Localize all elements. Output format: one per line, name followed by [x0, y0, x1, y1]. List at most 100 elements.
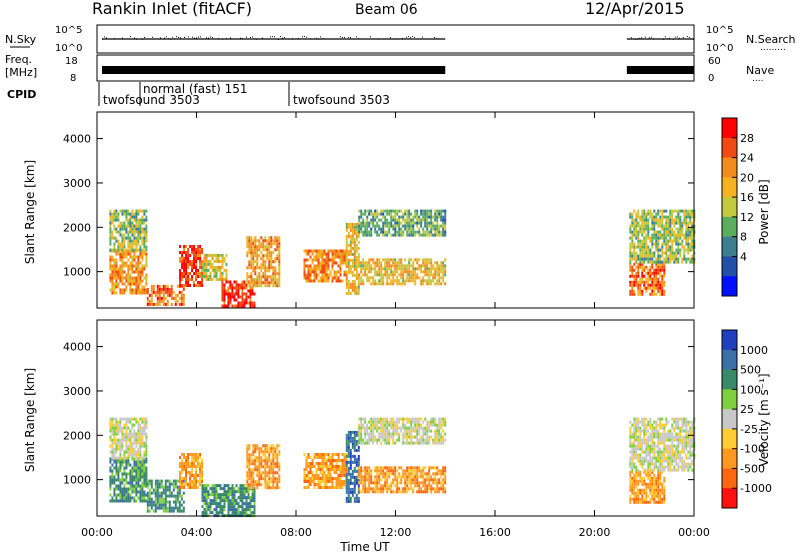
range-time-cell — [274, 239, 277, 243]
range-time-cell — [364, 227, 367, 231]
range-time-cell — [187, 266, 190, 269]
range-time-cell — [675, 260, 678, 264]
range-time-cell — [645, 224, 648, 228]
range-time-cell — [127, 209, 130, 213]
range-time-cell — [181, 260, 184, 263]
range-time-cell — [193, 453, 196, 456]
range-time-cell — [272, 480, 275, 484]
range-time-cell — [199, 257, 202, 260]
range-time-cell — [360, 472, 363, 476]
range-time-cell — [635, 254, 638, 258]
range-time-cell — [633, 245, 636, 249]
range-time-cell — [197, 456, 200, 459]
range-time-cell — [430, 423, 433, 427]
range-time-cell — [254, 450, 257, 454]
range-time-cell — [111, 456, 114, 460]
range-time-cell — [430, 233, 433, 237]
range-time-cell — [243, 484, 246, 488]
range-time-cell — [227, 490, 230, 494]
range-time-cell — [335, 270, 338, 274]
range-time-cell — [246, 444, 249, 448]
range-time-cell — [390, 221, 393, 225]
range-time-cell — [133, 288, 136, 292]
range-time-cell — [649, 485, 652, 489]
range-time-cell — [158, 482, 161, 486]
range-time-cell — [251, 292, 254, 296]
range-time-cell — [343, 459, 346, 462]
range-time-cell — [635, 438, 638, 442]
range-time-cell — [635, 423, 638, 427]
range-time-cell — [139, 460, 142, 464]
range-time-cell — [146, 506, 149, 510]
range-time-cell — [637, 420, 640, 424]
range-time-cell — [637, 497, 640, 501]
range-time-cell — [376, 438, 379, 442]
range-time-cell — [404, 282, 407, 286]
range-time-cell — [400, 209, 403, 213]
range-time-cell — [639, 447, 642, 451]
range-time-cell — [641, 242, 644, 246]
range-time-cell — [357, 291, 360, 295]
range-time-cell — [355, 225, 358, 229]
range-time-cell — [374, 487, 377, 491]
range-time-cell — [145, 239, 148, 243]
range-time-cell — [360, 276, 363, 280]
range-time-cell — [388, 435, 391, 439]
range-time-cell — [396, 264, 399, 268]
range-time-cell — [631, 212, 634, 216]
range-time-cell — [111, 282, 114, 286]
range-time-cell — [243, 292, 246, 296]
range-time-cell — [633, 447, 636, 451]
range-time-cell — [384, 432, 387, 436]
range-time-cell — [663, 485, 666, 489]
range-time-cell — [225, 289, 228, 293]
range-time-cell — [203, 490, 206, 494]
range-time-cell — [309, 249, 312, 253]
range-time-cell — [641, 227, 644, 231]
range-time-cell — [199, 477, 202, 480]
range-time-cell — [193, 480, 196, 483]
range-time-cell — [191, 486, 194, 489]
range-time-cell — [195, 453, 198, 456]
range-time-cell — [406, 218, 409, 222]
range-time-cell — [233, 508, 236, 512]
range-time-cell — [333, 255, 336, 259]
range-time-cell — [123, 227, 126, 231]
range-time-cell — [659, 476, 662, 480]
range-time-cell — [125, 493, 128, 497]
range-time-cell — [633, 420, 636, 424]
range-time-cell — [146, 287, 149, 291]
range-time-cell — [185, 266, 188, 269]
range-time-cell — [235, 286, 238, 290]
range-time-cell — [335, 462, 338, 465]
range-time-cell — [410, 233, 413, 237]
range-time-cell — [398, 282, 401, 286]
range-time-cell — [249, 304, 252, 308]
range-time-cell — [641, 289, 644, 293]
range-time-cell — [647, 236, 650, 240]
range-time-cell — [410, 441, 413, 445]
range-time-cell — [203, 487, 206, 491]
range-time-cell — [374, 212, 377, 216]
range-time-cell — [146, 482, 149, 486]
range-time-cell — [325, 477, 328, 480]
range-time-cell — [181, 483, 184, 486]
range-time-cell — [639, 456, 642, 460]
range-time-cell — [404, 478, 407, 482]
range-time-cell — [141, 218, 144, 222]
range-time-cell — [661, 227, 664, 231]
range-time-cell — [647, 482, 650, 486]
range-time-cell — [410, 481, 413, 485]
range-time-cell — [119, 420, 122, 424]
range-time-cell — [657, 224, 660, 228]
range-time-cell — [629, 459, 632, 463]
range-time-cell — [121, 255, 124, 259]
range-time-cell — [127, 221, 130, 225]
range-time-cell — [366, 233, 369, 237]
range-time-cell — [223, 256, 226, 260]
range-time-cell — [109, 417, 112, 421]
range-time-cell — [133, 453, 136, 457]
range-time-cell — [647, 227, 650, 231]
range-time-cell — [637, 262, 640, 266]
range-time-cell — [268, 251, 271, 255]
